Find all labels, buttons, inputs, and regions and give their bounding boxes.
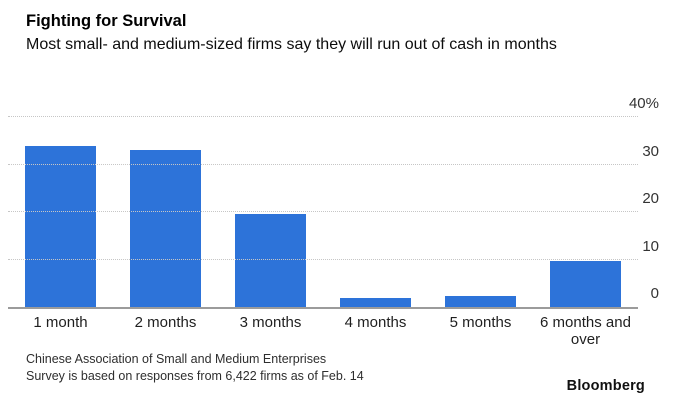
source-line-2: Survey is based on responses from 6,422 … [26,368,364,383]
x-tick-label-4: 4 months [344,314,407,331]
x-tick-label-2: 2 months [134,314,197,331]
y-tick-label-40: 40% [628,95,659,112]
gridline-10 [8,258,638,260]
bar-slot-2 [113,117,218,307]
chart-subtitle: Most small- and medium-sized firms say t… [26,36,557,53]
gridline-30 [8,163,638,165]
y-tick-label-30: 30 [642,142,659,160]
y-tick-label-20: 20 [642,190,659,207]
bar-4-months [339,298,412,307]
x-tick-label-1: 1 month [33,314,88,331]
x-tick-label-3: 3 months [239,314,302,331]
bar-slot-6 [533,117,638,307]
y-tick-label-10: 10 [642,237,659,255]
source-line-1: Chinese Association of Small and Medium … [26,352,327,366]
bars [8,117,638,307]
bar-5-months [444,295,517,307]
bar-6-months-and-over [549,260,622,307]
bloomberg-logo: Bloomberg [566,378,645,394]
plot-area [8,116,638,309]
bar-slot-3 [218,117,323,307]
bar-2-months [129,150,202,307]
x-tick-label-5: 5 months [449,314,512,331]
gridline-40 [8,116,638,117]
chart-header: Fighting for Survival Most small- and me… [26,10,659,55]
bar-slot-4 [323,117,428,307]
bar-slot-1 [8,117,113,307]
gridline-20 [8,211,638,212]
x-axis-labels: 1 month 2 months 3 months 4 months 5 months 6… [8,314,638,348]
chart-title: Fighting for Survival [26,12,187,30]
source-note: Chinese Association of Small and Medium … [26,351,364,384]
bar-3-months [234,214,307,307]
bar-slot-5 [428,117,533,307]
bar-1-month [24,145,97,307]
y-tick-label-0: 0 [650,285,659,302]
x-tick-label-6: 6 months and over [540,314,631,348]
